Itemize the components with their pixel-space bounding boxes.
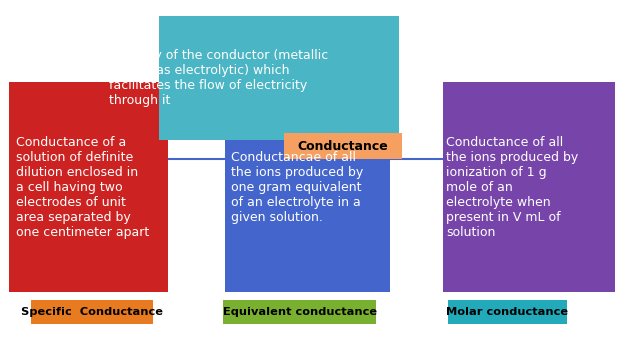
Text: Molar conductance: Molar conductance (446, 307, 568, 317)
Text: Conductance: Conductance (298, 140, 389, 153)
Text: Conductance of a
solution of definite
dilution enclosed in
a cell having two
ele: Conductance of a solution of definite di… (16, 136, 149, 239)
FancyBboxPatch shape (284, 133, 402, 159)
FancyBboxPatch shape (225, 82, 390, 292)
Text: Property of the conductor (metallic
as well as electrolytic) which
facilitates t: Property of the conductor (metallic as w… (109, 49, 328, 107)
Text: Conductance of all
the ions produced by
ionization of 1 g
mole of an
electrolyte: Conductance of all the ions produced by … (446, 136, 578, 239)
FancyBboxPatch shape (159, 16, 399, 140)
FancyBboxPatch shape (223, 300, 376, 324)
FancyBboxPatch shape (448, 300, 567, 324)
FancyBboxPatch shape (31, 300, 153, 324)
Text: Equivalent conductance: Equivalent conductance (223, 307, 377, 317)
FancyBboxPatch shape (443, 82, 615, 292)
Text: Specific  Conductance: Specific Conductance (21, 307, 163, 317)
FancyBboxPatch shape (9, 82, 168, 292)
Text: Conductancae of all
the ions produced by
one gram equivalent
of an electrolyte i: Conductancae of all the ions produced by… (231, 151, 363, 224)
